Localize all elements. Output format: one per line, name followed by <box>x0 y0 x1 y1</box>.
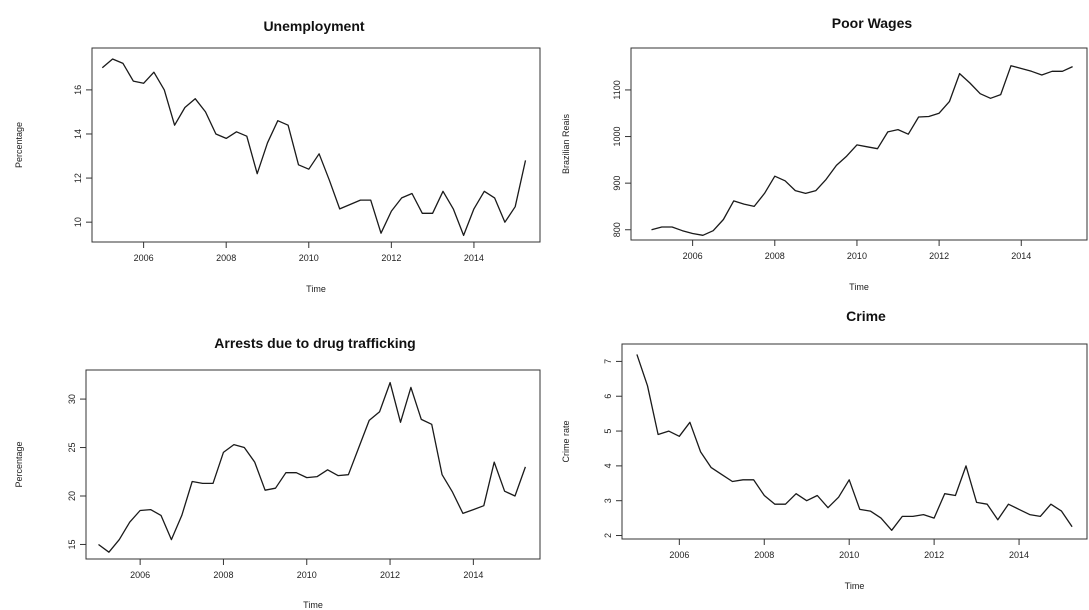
x-tick-label: 2012 <box>924 550 944 560</box>
chart-title: Arrests due to drug trafficking <box>214 335 415 351</box>
y-axis-label: Crime rate <box>561 420 571 462</box>
y-tick-label: 12 <box>73 173 83 183</box>
plot-frame <box>621 343 1088 540</box>
y-tick-label: 15 <box>67 539 77 549</box>
chart-title: Unemployment <box>263 18 364 34</box>
arrests-chart: Arrests due to drug trafficking 2006 2008… <box>0 305 545 610</box>
y-tick-label: 800 <box>612 222 622 237</box>
y-axis-label: Brazilian Reais <box>561 113 571 174</box>
x-tick-label: 2008 <box>754 550 774 560</box>
y-tick-label: 5 <box>603 429 613 434</box>
y-tick-label: 14 <box>73 129 83 139</box>
x-tick-label: 2010 <box>297 570 317 580</box>
y-tick-label: 7 <box>603 359 613 364</box>
y-tick-label: 20 <box>67 491 77 501</box>
y-tick-label: 16 <box>73 85 83 95</box>
x-tick-label: 2006 <box>134 253 154 263</box>
plot-frame <box>85 369 541 560</box>
chart-title: Crime <box>846 308 886 324</box>
series-line <box>101 58 527 237</box>
x-axis-label: Time <box>306 284 326 294</box>
x-tick-label: 2012 <box>381 253 401 263</box>
y-tick-label: 6 <box>603 394 613 399</box>
series-line <box>636 354 1073 531</box>
y-tick-label: 1100 <box>612 80 622 99</box>
y-tick-label: 30 <box>67 394 77 404</box>
x-tick-label: 2010 <box>299 253 319 263</box>
x-tick-label: 2006 <box>669 550 689 560</box>
poor-wages-svg: Poor Wages 2006 2008 2010 2012 2014 800 900 100… <box>561 15 1088 292</box>
x-tick-label: 2010 <box>839 550 859 560</box>
x-tick-label: 2012 <box>380 570 400 580</box>
x-tick-label: 2014 <box>1009 550 1029 560</box>
x-tick-label: 2008 <box>213 570 233 580</box>
x-tick-label: 2014 <box>1011 251 1031 261</box>
series-line <box>98 381 527 553</box>
y-tick-label: 900 <box>612 176 622 191</box>
x-axis-label: Time <box>849 282 869 292</box>
x-tick-label: 2006 <box>130 570 150 580</box>
unemployment-svg: Unemployment 2006 2008 2010 2012 2014 10 12 14 1… <box>14 18 541 294</box>
x-tick-label: 2008 <box>216 253 236 263</box>
y-axis-label: Percentage <box>14 122 24 168</box>
x-tick-label: 2014 <box>463 570 483 580</box>
plot-frame <box>91 47 541 243</box>
unemployment-chart: Unemployment 2006 2008 2010 2012 2014 10 12 14 1… <box>0 0 545 305</box>
y-tick-label: 10 <box>73 217 83 227</box>
x-axis-label: Time <box>845 581 865 591</box>
x-tick-label: 2006 <box>683 251 703 261</box>
x-axis-label: Time <box>303 600 323 610</box>
arrests-svg: Arrests due to drug trafficking 2006 2008… <box>14 335 541 610</box>
x-tick-label: 2010 <box>847 251 867 261</box>
poor-wages-chart: Poor Wages 2006 2008 2010 2012 2014 800 900 100… <box>545 0 1089 305</box>
crime-svg: Crime 2006 2008 2010 2012 2014 2 3 4 5 6 7 Time Crim… <box>561 308 1088 591</box>
plot-frame <box>630 47 1088 241</box>
crime-chart: Crime 2006 2008 2010 2012 2014 2 3 4 5 6 7 Time Crim… <box>545 305 1089 610</box>
x-tick-label: 2012 <box>929 251 949 261</box>
x-tick-label: 2014 <box>464 253 484 263</box>
y-tick-label: 1000 <box>612 127 622 147</box>
chart-title: Poor Wages <box>832 15 913 31</box>
x-tick-label: 2008 <box>765 251 785 261</box>
series-line <box>651 65 1073 236</box>
y-tick-label: 2 <box>603 533 613 538</box>
y-tick-label: 3 <box>603 498 613 503</box>
y-tick-label: 4 <box>603 463 613 468</box>
y-tick-label: 25 <box>67 443 77 453</box>
y-axis-label: Percentage <box>14 441 24 487</box>
